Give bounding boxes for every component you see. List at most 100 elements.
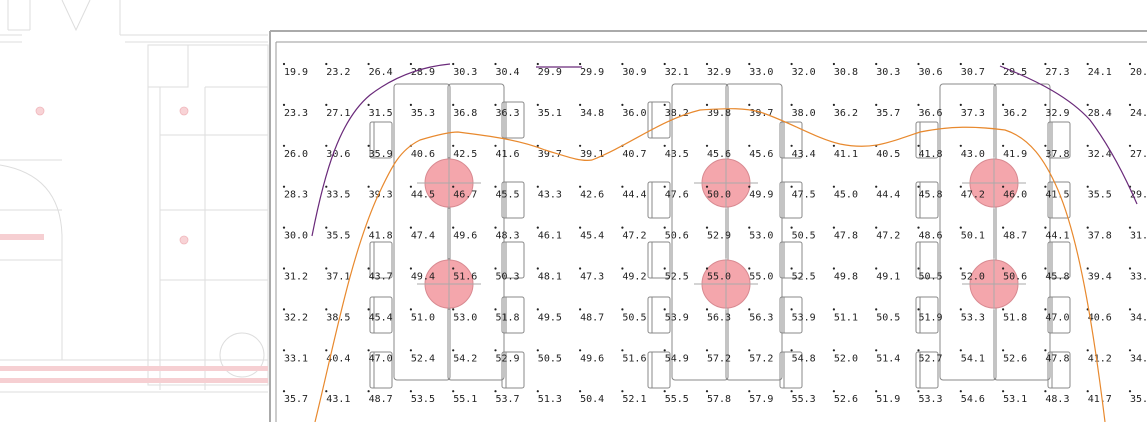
luminaire <box>417 157 481 209</box>
grid-point: 49.1 <box>875 267 900 283</box>
grid-value: 51.3 <box>538 394 562 405</box>
grid-value: 32.9 <box>707 67 731 78</box>
grid-point: 26.0 <box>282 144 308 160</box>
grid-value: 49.2 <box>622 272 646 283</box>
grid-value: 35.3 <box>411 108 435 119</box>
luminaire <box>962 157 1026 209</box>
grid-value: 38.2 <box>665 108 689 119</box>
grid-point: 53.9 <box>663 308 689 323</box>
grid-value: 52.5 <box>665 272 689 283</box>
grid-point: 52.6 <box>1002 349 1027 364</box>
chair <box>647 241 671 279</box>
grid-point: 32.1 <box>663 62 689 78</box>
grid-value: 47.8 <box>1045 353 1069 364</box>
grid-point: 35.1 <box>536 103 562 119</box>
grid-point: 35.5 <box>325 226 350 242</box>
grid-point: 26.4 <box>367 62 393 78</box>
grid-point: 47.2 <box>959 185 985 201</box>
grid-point: 41.8 <box>917 144 943 160</box>
grid-value: 41.8 <box>919 149 943 160</box>
grid-value: 35.5 <box>326 231 350 242</box>
adjacent-room-markers <box>35 106 189 245</box>
grid-value: 46.0 <box>1003 190 1027 201</box>
grid-point: 45.4 <box>367 308 393 323</box>
grid-value: 41.1 <box>834 149 858 160</box>
grid-point: 37.3 <box>959 103 985 119</box>
grid-point: 50.6 <box>1002 267 1027 283</box>
chair <box>647 351 671 389</box>
grid-value: 51.1 <box>834 312 858 323</box>
grid-point: 39.1 <box>579 144 604 160</box>
grid-value: 31.2 <box>284 272 308 283</box>
grid-point: 24.2 <box>1128 103 1147 119</box>
grid-point: 38.5 <box>325 308 350 323</box>
grid-value: 50.5 <box>876 312 900 323</box>
grid-value: 45.8 <box>919 190 943 201</box>
grid-point: 38.2 <box>663 103 689 119</box>
grid-value: 45.5 <box>496 190 520 201</box>
grid-point: 55.0 <box>748 267 773 283</box>
luminaire-group <box>417 157 1026 310</box>
grid-point: 50.5 <box>790 226 816 242</box>
grid-value: 56.3 <box>749 312 773 323</box>
grid-point: 43.3 <box>536 185 562 201</box>
grid-value: 49.4 <box>411 272 435 283</box>
grid-value: 43.0 <box>961 149 985 160</box>
grid-value: 45.6 <box>749 149 773 160</box>
chair <box>779 241 803 279</box>
luminaire <box>417 258 481 310</box>
grid-point: 47.2 <box>621 226 646 242</box>
grid-value: 53.0 <box>749 231 773 242</box>
chair <box>779 296 803 334</box>
grid-point: 47.2 <box>875 226 900 242</box>
grid-value: 39.7 <box>538 149 562 160</box>
grid-value: 52.9 <box>707 231 731 242</box>
grid-point: 57.8 <box>705 390 731 405</box>
grid-value: 55.1 <box>453 394 477 405</box>
grid-point: 52.1 <box>621 390 646 405</box>
grid-value: 20.6 <box>1130 67 1147 78</box>
grid-value: 33.5 <box>326 190 350 201</box>
grid-value: 56.3 <box>707 312 731 323</box>
chair <box>1047 296 1071 334</box>
grid-point: 41.8 <box>367 226 393 242</box>
grid-value: 34.8 <box>580 108 604 119</box>
grid-point: 33.5 <box>325 185 350 201</box>
grid-point: 42.5 <box>452 144 477 160</box>
chair <box>915 296 939 334</box>
grid-point: 52.5 <box>663 267 689 283</box>
grid-value: 27.1 <box>326 108 350 119</box>
grid-value: 48.7 <box>580 312 604 323</box>
grid-value: 36.6 <box>919 108 943 119</box>
grid-point: 44.1 <box>1044 226 1069 242</box>
grid-value: 41.7 <box>1088 394 1112 405</box>
grid-point: 45.0 <box>832 185 858 201</box>
chair <box>915 241 939 279</box>
grid-point: 39.7 <box>536 144 562 160</box>
grid-value: 54.1 <box>961 353 985 364</box>
grid-point: 37.1 <box>325 267 350 283</box>
grid-point: 56.3 <box>748 308 773 323</box>
grid-value: 32.4 <box>1088 149 1112 160</box>
grid-point: 55.3 <box>790 390 816 405</box>
grid-point: 44.5 <box>409 185 435 201</box>
grid-point: 45.4 <box>579 226 604 242</box>
grid-point: 32.0 <box>790 62 816 78</box>
grid-point: 39.3 <box>367 185 393 201</box>
grid-point: 48.1 <box>536 267 562 283</box>
grid-value: 36.0 <box>622 108 646 119</box>
grid-value: 40.6 <box>1088 312 1112 323</box>
grid-value: 31.5 <box>369 108 393 119</box>
grid-value: 53.3 <box>919 394 943 405</box>
chair <box>779 181 803 219</box>
grid-point: 30.4 <box>494 62 520 78</box>
grid-point: 40.6 <box>409 144 435 160</box>
grid-value: 51.9 <box>876 394 900 405</box>
grid-value: 45.4 <box>369 312 393 323</box>
grid-point: 38.0 <box>790 103 816 119</box>
grid-value: 24.2 <box>1130 108 1147 119</box>
grid-value: 28.9 <box>411 67 435 78</box>
grid-value: 47.0 <box>369 353 393 364</box>
chair <box>1047 241 1071 279</box>
grid-value: 49.1 <box>876 272 900 283</box>
